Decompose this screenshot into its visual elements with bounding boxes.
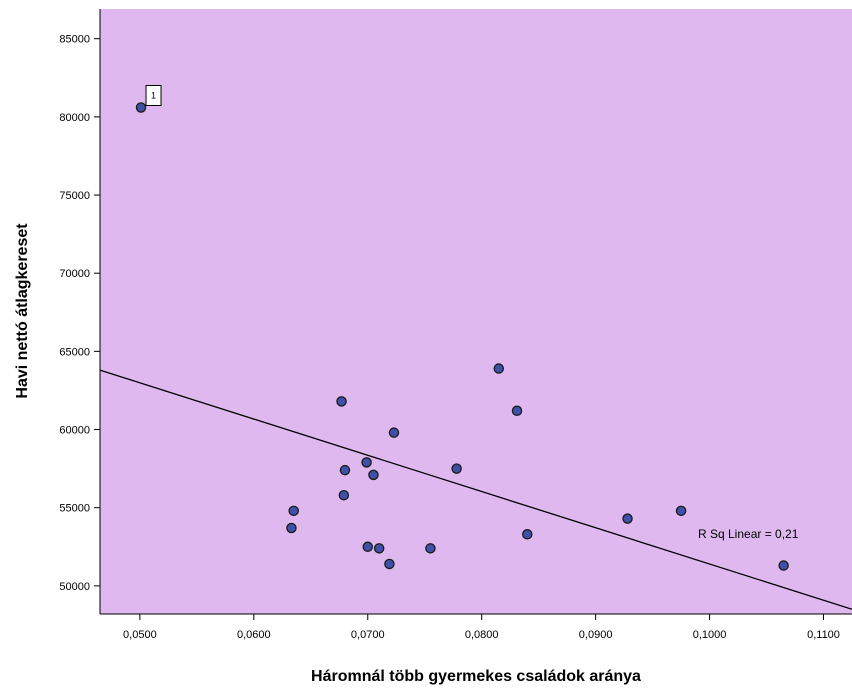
data-point — [135, 102, 147, 113]
r-squared-annotation: R Sq Linear = 0,21 — [698, 527, 799, 541]
y-tick-label: 85000 — [59, 34, 90, 46]
y-tick-label: 70000 — [59, 268, 90, 280]
y-tick-label: 65000 — [59, 346, 90, 358]
data-point — [511, 405, 523, 417]
axis-ticks: 50000 55000 60000 65000 70000 75000 80000 85000… — [59, 34, 840, 641]
data-point — [373, 543, 385, 554]
y-tick-label: 80000 — [59, 112, 90, 124]
x-tick-label: 0,0600 — [237, 629, 271, 641]
x-tick-label: 0,1100 — [807, 629, 840, 641]
fit-line-group — [99, 369, 852, 610]
data-point — [493, 363, 505, 374]
x-tick-label: 0,0500 — [123, 629, 157, 641]
x-tick-label: 0,0900 — [579, 629, 613, 641]
data-point — [388, 427, 400, 438]
data-point — [778, 560, 789, 571]
data-point — [361, 457, 372, 468]
data-point — [451, 463, 462, 474]
plot-area — [100, 9, 852, 614]
y-tick-label: 50000 — [59, 581, 90, 593]
y-tick-label: 75000 — [59, 190, 90, 202]
x-tick-label: 0,0700 — [351, 629, 385, 641]
data-point — [368, 469, 379, 481]
y-axis-title: Havi nettó átlagkereset — [14, 223, 31, 399]
point-label-box — [145, 84, 162, 106]
x-axis-title: Háromnál több gyermekes családok aránya — [311, 668, 641, 685]
y-tick-label: 55000 — [59, 503, 90, 515]
data-point — [384, 558, 395, 570]
data-point — [288, 505, 299, 517]
data-point — [339, 464, 351, 476]
data-point — [286, 522, 297, 534]
data-point — [362, 541, 374, 553]
data-points: 1 — [135, 84, 789, 571]
data-point — [675, 505, 687, 517]
data-point — [425, 543, 436, 554]
x-tick-label: 0,0800 — [465, 629, 499, 641]
x-tick-label: 0,1000 — [693, 629, 727, 641]
y-tick-label: 60000 — [59, 425, 90, 437]
data-point — [338, 489, 350, 501]
data-point — [336, 396, 347, 407]
data-point — [522, 529, 533, 540]
data-point — [622, 513, 633, 524]
regression-line — [99, 369, 852, 610]
point-label: 1 — [151, 90, 156, 100]
